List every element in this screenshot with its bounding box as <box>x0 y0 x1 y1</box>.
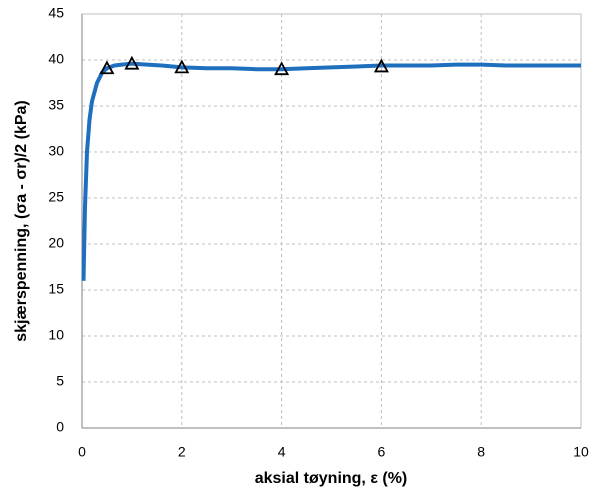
y-tick-label: 25 <box>48 189 64 205</box>
triangle-marker <box>373 58 389 73</box>
y-axis-title: skjærspenning, (σa - σr)/2 (kPa) <box>13 100 30 342</box>
y-tick-label: 45 <box>48 5 64 21</box>
y-tick-label: 35 <box>48 97 64 113</box>
triangle-marker <box>99 60 115 75</box>
triangle-marker <box>124 55 140 70</box>
y-tick-label: 5 <box>56 373 64 389</box>
x-tick-label: 4 <box>278 444 286 460</box>
x-tick-label: 2 <box>178 444 186 460</box>
y-tick-label: 10 <box>48 327 64 343</box>
x-tick-label: 10 <box>573 444 589 460</box>
triangle-marker <box>174 59 190 74</box>
data-line <box>81 61 581 281</box>
x-tick-label: 8 <box>477 444 485 460</box>
y-tick-label: 30 <box>48 143 64 159</box>
y-tick-label: 20 <box>48 235 64 251</box>
y-tick-label: 0 <box>56 419 64 435</box>
x-tick-label: 6 <box>378 444 386 460</box>
x-tick-label: 0 <box>78 444 86 460</box>
triangle-marker <box>274 61 290 76</box>
x-axis-title: aksial tøyning, ε (%) <box>255 470 408 487</box>
y-tick-label: 40 <box>48 51 64 67</box>
plot-area <box>81 13 582 429</box>
y-tick-label: 15 <box>48 281 64 297</box>
